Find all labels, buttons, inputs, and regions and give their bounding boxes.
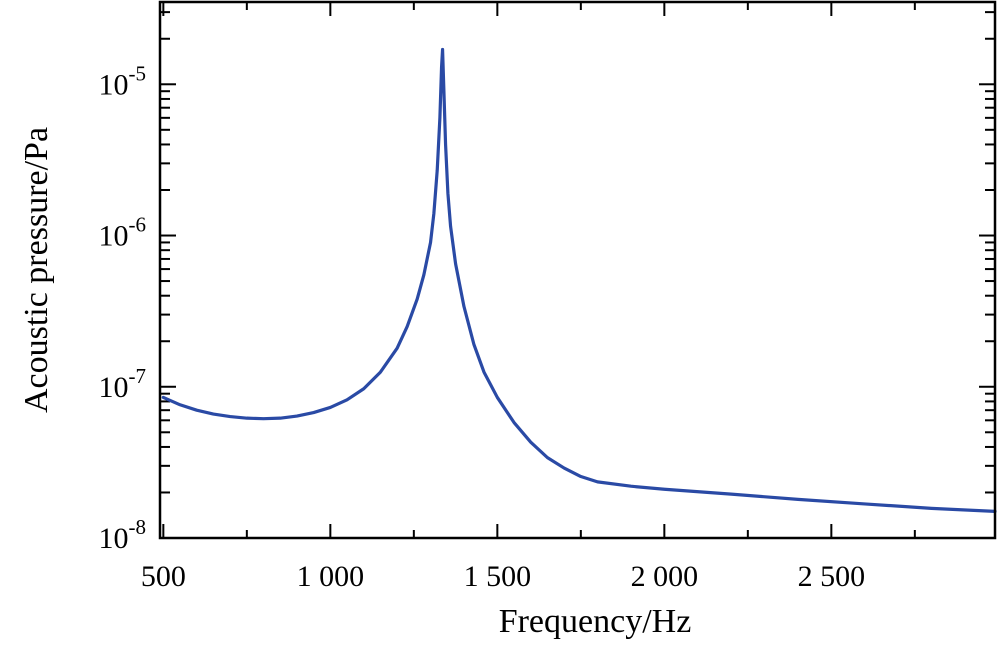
y-tick-label: 10-5 — [99, 61, 147, 101]
series-line — [161, 47, 997, 513]
x-tick-label: 2 500 — [798, 560, 866, 593]
x-axis-title: Frequency/Hz — [499, 603, 692, 640]
ticks — [160, 2, 995, 539]
y-tick-label: 10-7 — [99, 364, 147, 404]
x-tick-label: 500 — [141, 560, 186, 593]
x-tick-label: 1 500 — [464, 560, 532, 593]
y-tick-label: 10-8 — [99, 515, 147, 555]
x-tick-label: 1 000 — [297, 560, 365, 593]
y-tick-labels: 10-8 10-7 10-6 10-5 — [99, 61, 147, 555]
y-tick-label: 10-6 — [99, 213, 147, 253]
x-tick-label: 2 000 — [631, 560, 699, 593]
plot-frame — [158, 0, 997, 540]
x-tick-labels: 500 1 000 1 500 2 000 2 500 — [141, 560, 865, 593]
y-axis-title: Acoustic pressure/Pa — [18, 127, 55, 413]
